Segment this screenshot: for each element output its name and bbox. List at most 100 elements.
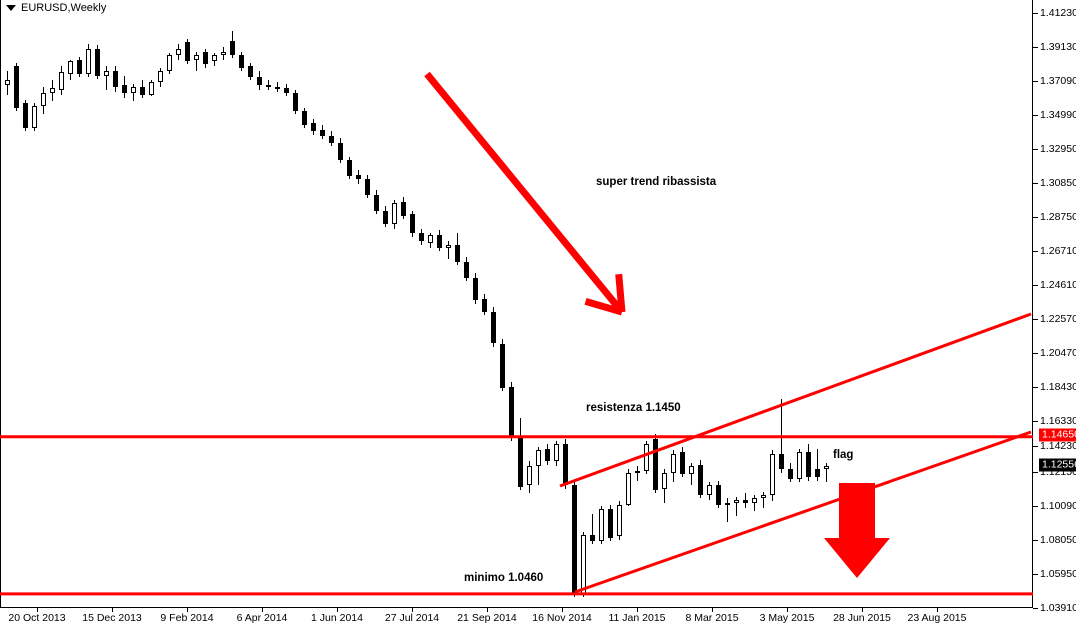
price-tick <box>1033 387 1038 388</box>
price-tick-label: 1.28750 <box>1040 211 1076 223</box>
price-tick-label: 1.18430 <box>1040 381 1076 393</box>
price-tick <box>1033 115 1038 116</box>
candle-body <box>437 235 442 248</box>
price-tick-label: 1.20470 <box>1040 347 1076 359</box>
time-tick-label: 20 Oct 2013 <box>8 612 66 624</box>
candle-body <box>419 233 424 242</box>
candle-body <box>464 262 469 279</box>
candle-body <box>131 86 136 94</box>
time-tick <box>562 608 563 612</box>
candle-body <box>32 105 37 129</box>
price-tick-label: 1.03910 <box>1040 602 1076 614</box>
candle-body <box>59 72 64 90</box>
candle-body <box>581 534 586 594</box>
candle-body <box>41 93 46 106</box>
candle-body <box>518 437 523 487</box>
time-tick-label: 3 May 2015 <box>759 612 815 624</box>
candle-body <box>293 93 298 111</box>
time-tick <box>412 608 413 612</box>
candle-body <box>329 136 334 143</box>
candle-body <box>311 123 316 132</box>
candle-body <box>383 211 388 224</box>
bid-price-label: 1.14650 <box>1039 428 1076 442</box>
candle-body <box>671 453 676 473</box>
candle-body <box>221 51 226 55</box>
price-tick-label: 1.34990 <box>1040 109 1076 121</box>
candle-body <box>50 88 55 94</box>
candle-body <box>374 195 379 212</box>
price-axis-line <box>1032 0 1033 608</box>
candle-body <box>716 485 721 505</box>
candle-body <box>536 450 541 467</box>
candle-body <box>5 80 10 86</box>
price-tick <box>1033 81 1038 82</box>
candle-body <box>185 42 190 62</box>
time-tick <box>712 608 713 612</box>
candle-body <box>149 82 154 95</box>
price-axis[interactable]: 1.41230 1.39130 1.37090 1.34990 1.32950 1.308… <box>1033 0 1076 626</box>
plot-area[interactable] <box>0 0 1033 608</box>
candle-body <box>707 485 712 495</box>
price-tick <box>1033 319 1038 320</box>
price-tick-label: 1.22570 <box>1040 313 1076 325</box>
candle-body <box>68 61 73 75</box>
price-tick <box>1033 421 1038 422</box>
candle-body <box>626 472 631 505</box>
candle-body <box>230 40 235 55</box>
candle-body <box>473 278 478 301</box>
candle-body <box>122 85 127 94</box>
candle-body <box>680 451 685 475</box>
candle-wick <box>637 466 638 481</box>
candle-body <box>14 66 19 108</box>
price-tick <box>1033 183 1038 184</box>
time-tick-label: 28 Jun 2015 <box>833 612 891 624</box>
flag-label: flag <box>833 449 854 461</box>
candle-wick <box>538 447 539 486</box>
candle-body <box>662 472 667 489</box>
chevron-down-icon[interactable] <box>6 5 16 11</box>
price-tick <box>1033 13 1038 14</box>
time-tick-label: 6 Apr 2014 <box>236 612 288 624</box>
time-tick-label: 27 Jul 2014 <box>384 612 440 624</box>
candle-body <box>95 48 100 76</box>
candle-body <box>113 70 118 87</box>
candle-wick <box>727 498 728 523</box>
price-tick <box>1033 446 1038 447</box>
candle-body <box>482 298 487 312</box>
time-tick <box>637 608 638 612</box>
candle-body <box>257 77 262 86</box>
price-tick-label: 1.37090 <box>1040 75 1076 87</box>
price-tick-label: 1.08050 <box>1040 534 1076 546</box>
symbol-header[interactable]: EURUSD,Weekly <box>6 2 106 14</box>
candle-body <box>491 311 496 344</box>
price-tick-label: 1.41230 <box>1040 7 1076 19</box>
price-tick <box>1033 353 1038 354</box>
candle-body <box>545 448 550 462</box>
symbol-label: EURUSD,Weekly <box>21 2 107 14</box>
candle-body <box>239 54 244 68</box>
price-tick-label: 1.05950 <box>1040 568 1076 580</box>
candle-wick <box>106 66 107 90</box>
time-tick-label: 23 Aug 2015 <box>907 612 967 624</box>
price-tick <box>1033 47 1038 48</box>
candle-body <box>590 534 595 542</box>
candle-body <box>725 502 730 505</box>
candle-body <box>194 54 199 60</box>
time-axis[interactable]: 20 Oct 2013 15 Dec 2013 9 Feb 2014 6 Apr 20… <box>0 608 1033 626</box>
candle-body <box>635 471 640 474</box>
candle-body <box>410 214 415 234</box>
candle-body <box>212 54 217 62</box>
candle-body <box>392 203 397 224</box>
candle-body <box>644 443 649 472</box>
price-tick <box>1033 608 1038 609</box>
candle-body <box>104 70 109 76</box>
candle-body <box>752 498 757 503</box>
time-tick <box>787 608 788 612</box>
candle-body <box>275 86 280 89</box>
candle-body <box>77 59 82 75</box>
candle-body <box>428 235 433 244</box>
time-tick-label: 9 Feb 2014 <box>160 612 214 624</box>
price-tick <box>1033 285 1038 286</box>
last-price-label: 1.12556 <box>1039 458 1076 472</box>
